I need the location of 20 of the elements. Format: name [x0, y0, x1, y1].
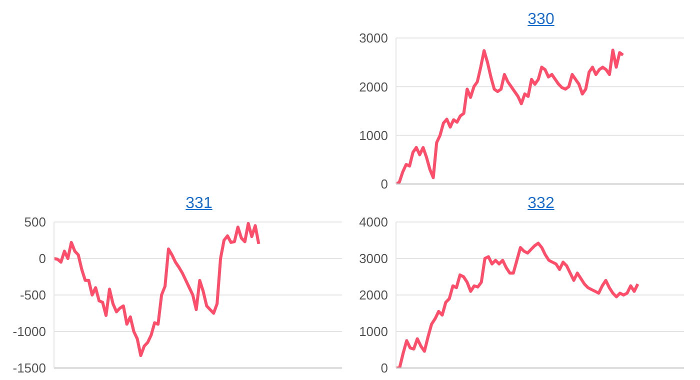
- y-tick-label: 0: [380, 176, 388, 192]
- y-tick-label: 3000: [359, 251, 388, 266]
- y-tick-label: -1500: [12, 360, 46, 376]
- chart-title: 331: [184, 194, 214, 214]
- chart-title: 332: [526, 194, 556, 214]
- y-tick-label: -500: [20, 288, 46, 303]
- y-tick-label: 2000: [359, 79, 388, 94]
- y-tick-label: -1000: [12, 324, 46, 340]
- y-tick-label: 0: [38, 251, 46, 266]
- y-tick-label: 3000: [359, 30, 388, 46]
- line-series: [394, 242, 640, 368]
- chart-title: 330: [526, 10, 556, 30]
- y-tick-label: 4000: [359, 214, 388, 230]
- y-tick-label: 500: [24, 214, 46, 230]
- y-tick-label: 1000: [359, 128, 388, 143]
- y-tick-label: 0: [380, 360, 388, 376]
- line-series: [52, 222, 260, 358]
- y-tick-label: 2000: [359, 288, 388, 303]
- y-tick-label: 1000: [359, 324, 388, 340]
- line-series: [394, 48, 625, 184]
